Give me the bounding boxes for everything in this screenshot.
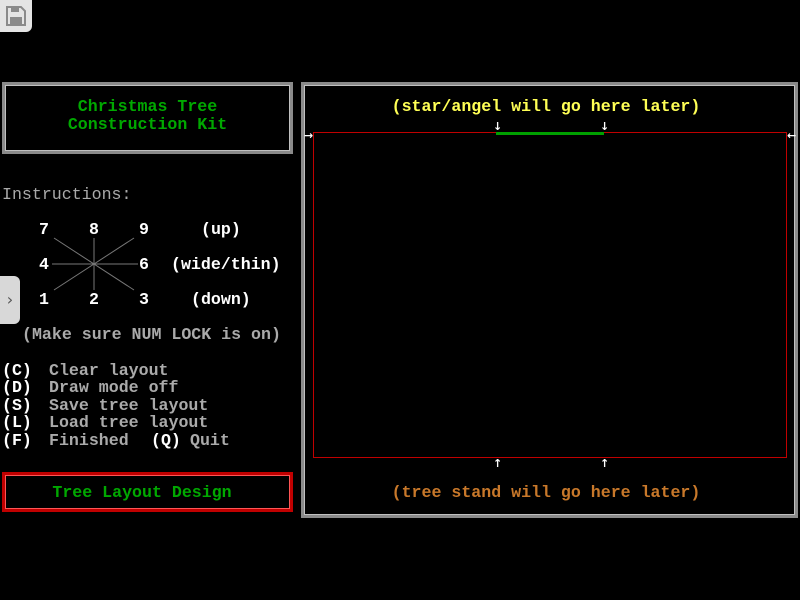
key-1: 1 (39, 290, 49, 309)
menu-label-load: Load tree layout (49, 413, 209, 432)
menu-label-finished: Finished (49, 431, 129, 450)
key-9: 9 (139, 220, 149, 239)
arrow-down-icon: ↓ (493, 120, 503, 133)
floppy-disk-icon (6, 6, 26, 26)
arrow-left-icon: ← (787, 129, 797, 142)
menu-key-clear: (C) (2, 361, 32, 380)
menu-label-save: Save tree layout (49, 396, 209, 415)
menu-key-draw: (D) (2, 378, 32, 397)
key-6: 6 (139, 255, 149, 274)
title-line-1: Christmas Tree (77, 97, 218, 116)
side-panel-toggle[interactable]: › (0, 276, 20, 324)
tree-canvas-panel[interactable] (301, 82, 798, 518)
key-8: 8 (89, 220, 99, 239)
key-3: 3 (139, 290, 149, 309)
instructions-heading: Instructions: (2, 185, 132, 204)
arrow-down-icon: ↓ (600, 120, 610, 133)
label-up: (up) (201, 220, 241, 239)
title-box (2, 82, 293, 154)
keypad-direction-diagram (52, 237, 138, 291)
menu-key-save: (S) (2, 396, 32, 415)
save-button[interactable] (0, 0, 32, 32)
menu-label-draw: Draw mode off (49, 378, 179, 397)
mode-label: Tree Layout Design (52, 483, 232, 502)
arrow-right-icon: → (304, 129, 314, 142)
menu-key-finished: (F) (2, 431, 32, 450)
mode-box (2, 472, 293, 512)
menu-label-quit: Quit (190, 431, 230, 450)
tree-layout-line (496, 132, 604, 135)
stand-note: (tree stand will go here later) (391, 483, 701, 502)
star-note: (star/angel will go here later) (391, 97, 701, 116)
menu-label-clear: Clear layout (49, 361, 169, 380)
menu-key-load: (L) (2, 413, 32, 432)
label-wide-thin: (wide/thin) (171, 255, 281, 274)
arrow-up-icon: ↑ (493, 457, 503, 470)
tree-layout-frame[interactable] (313, 132, 787, 458)
label-down: (down) (191, 290, 251, 309)
key-7: 7 (39, 220, 49, 239)
key-2: 2 (89, 290, 99, 309)
numlock-note: (Make sure NUM LOCK is on) (22, 325, 281, 344)
arrow-up-icon: ↑ (600, 457, 610, 470)
key-4: 4 (39, 255, 49, 274)
chevron-right-icon: › (6, 290, 14, 309)
title-line-2: Construction Kit (67, 115, 228, 134)
menu-key-quit: (Q) (151, 431, 181, 450)
